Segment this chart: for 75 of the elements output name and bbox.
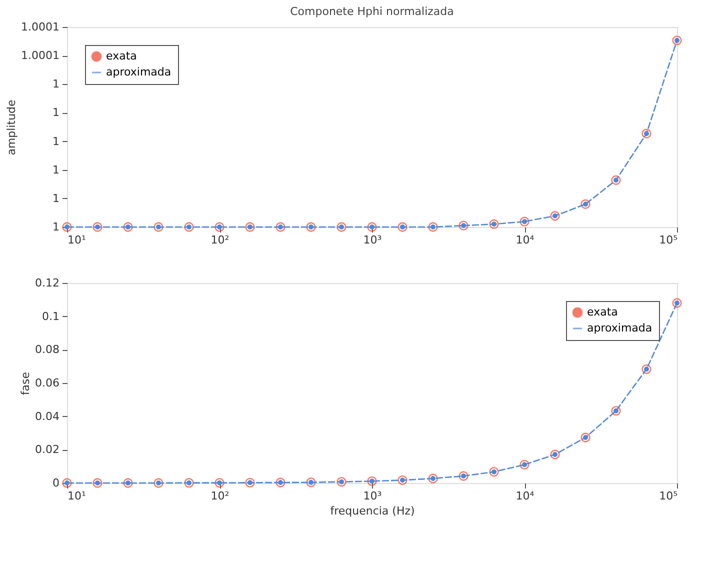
- y-tick-label: 1: [52, 163, 60, 176]
- point: [276, 478, 286, 488]
- point: [336, 222, 346, 232]
- y-tick-label: 0.12: [35, 276, 60, 290]
- point: [92, 478, 102, 488]
- point: [245, 222, 255, 232]
- x-tick-label: 10⁴: [516, 490, 535, 502]
- point: [642, 128, 652, 138]
- point: [367, 222, 377, 232]
- x-tick-label: 10³: [363, 490, 382, 502]
- point: [245, 478, 255, 488]
- legend-label: aproximada: [106, 66, 172, 78]
- point: [458, 220, 468, 230]
- point: [580, 432, 590, 442]
- y-tick-label: 0.04: [35, 410, 60, 423]
- point: [62, 478, 72, 488]
- y-axis-title: amplitude: [5, 99, 18, 156]
- y-tick-label: 1.0001: [21, 20, 60, 34]
- y-tick-label: 1.0001: [21, 49, 60, 62]
- point: [184, 478, 194, 488]
- point: [672, 36, 682, 46]
- x-tick-label: 10²: [210, 234, 230, 246]
- point: [611, 406, 621, 416]
- y-tick-label: 1: [52, 220, 60, 234]
- point: [276, 222, 286, 232]
- x-tick-label: 10⁴: [516, 234, 535, 246]
- point: [428, 222, 438, 232]
- point: [123, 222, 133, 232]
- y-tick-label: 1: [52, 134, 60, 148]
- point: [306, 222, 316, 232]
- y-axis-title: fase: [19, 372, 32, 396]
- chart-title: Componete Hphi normalizada: [290, 5, 454, 18]
- point: [672, 298, 682, 308]
- point: [398, 222, 408, 232]
- legend-label: exata: [106, 50, 137, 62]
- point: [62, 222, 72, 232]
- y-tick-label: 1: [52, 106, 60, 120]
- point: [428, 474, 438, 484]
- point: [520, 460, 530, 470]
- point: [123, 478, 133, 488]
- point: [184, 222, 194, 232]
- point: [214, 478, 224, 488]
- x-tick-label: 10¹: [68, 490, 86, 502]
- x-tick-label: 10¹: [68, 234, 86, 246]
- point: [458, 471, 468, 481]
- point: [580, 199, 590, 209]
- point: [550, 211, 560, 221]
- point: [92, 222, 102, 232]
- x-axis-title: frequencia (Hz): [330, 504, 415, 518]
- legend-label: exata: [587, 306, 618, 318]
- y-tick-label: 0.02: [35, 443, 60, 456]
- y-tick-label: 1: [52, 78, 60, 91]
- point: [489, 219, 499, 229]
- point: [642, 364, 652, 374]
- y-tick-label: 0.1: [42, 310, 60, 323]
- point: [550, 450, 560, 460]
- y-tick-label: 0: [52, 476, 60, 490]
- x-tick-label: 10²: [210, 490, 230, 502]
- point: [398, 475, 408, 485]
- y-tick-label: 0.06: [35, 376, 60, 390]
- point: [336, 477, 346, 487]
- point: [367, 476, 377, 486]
- point: [520, 216, 530, 226]
- legend-label: aproximada: [587, 322, 652, 334]
- x-tick-label: 10⁵: [659, 234, 678, 246]
- point: [214, 222, 224, 232]
- y-tick-label: 1: [52, 192, 60, 205]
- point: [306, 478, 316, 488]
- point: [154, 222, 164, 232]
- point: [154, 478, 164, 488]
- y-tick-label: 0.08: [35, 343, 60, 356]
- x-tick-label: 10³: [363, 234, 382, 246]
- point: [611, 175, 621, 185]
- point: [489, 467, 499, 477]
- x-tick-label: 10⁵: [659, 490, 678, 502]
